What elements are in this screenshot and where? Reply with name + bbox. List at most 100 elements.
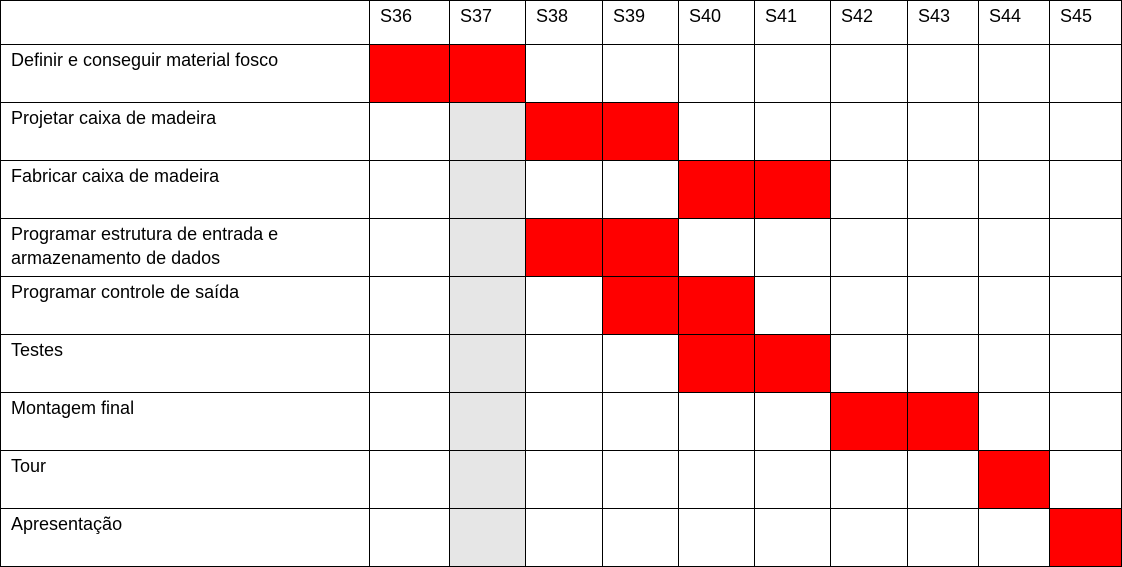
schedule-cell [602, 160, 679, 219]
schedule-cell [978, 44, 1050, 103]
schedule-cell-active [754, 160, 831, 219]
schedule-cell [754, 44, 831, 103]
schedule-cell [907, 276, 979, 335]
schedule-cell [369, 160, 450, 219]
schedule-cell [525, 44, 603, 103]
schedule-cell-active [369, 44, 450, 103]
schedule-cell [907, 160, 979, 219]
schedule-cell [830, 334, 908, 393]
week-header-s44: S44 [978, 0, 1050, 45]
schedule-cell-active [754, 334, 831, 393]
schedule-cell [1049, 392, 1122, 451]
task-label: Projetar caixa de madeira [0, 102, 370, 161]
schedule-cell [602, 392, 679, 451]
schedule-cell-holiday [449, 276, 526, 335]
schedule-cell [602, 334, 679, 393]
task-row: Programar estrutura de entrada e armazen… [0, 218, 1122, 277]
schedule-cell [525, 160, 603, 219]
schedule-cell [830, 508, 908, 567]
schedule-cell [369, 276, 450, 335]
schedule-cell [1049, 218, 1122, 277]
task-row: Programar controle de saída [0, 276, 1122, 335]
schedule-cell [678, 44, 755, 103]
corner-cell [0, 0, 370, 45]
schedule-cell [1049, 450, 1122, 509]
schedule-cell-holiday [449, 102, 526, 161]
task-label: Apresentação [0, 508, 370, 567]
schedule-cell [602, 450, 679, 509]
schedule-cell-active [449, 44, 526, 103]
task-label: Testes [0, 334, 370, 393]
task-row: Apresentação [0, 508, 1122, 567]
schedule-cell [978, 160, 1050, 219]
task-label: Montagem final [0, 392, 370, 451]
schedule-cell-active [602, 102, 679, 161]
schedule-cell-active [907, 392, 979, 451]
schedule-cell [602, 44, 679, 103]
schedule-cell [525, 276, 603, 335]
task-label: Tour [0, 450, 370, 509]
schedule-cell [1049, 102, 1122, 161]
schedule-cell [978, 392, 1050, 451]
task-label: Definir e conseguir material fosco [0, 44, 370, 103]
schedule-cell-holiday [449, 392, 526, 451]
week-header-s37: S37 [449, 0, 526, 45]
schedule-cell-active [678, 276, 755, 335]
schedule-cell-active [830, 392, 908, 451]
schedule-cell [369, 392, 450, 451]
schedule-cell [978, 102, 1050, 161]
task-row: Testes [0, 334, 1122, 393]
schedule-cell [830, 102, 908, 161]
schedule-cell [978, 334, 1050, 393]
schedule-cell [525, 392, 603, 451]
schedule-cell [907, 102, 979, 161]
schedule-cell [978, 508, 1050, 567]
week-header-s43: S43 [907, 0, 979, 45]
schedule-cell [978, 218, 1050, 277]
schedule-cell [525, 508, 603, 567]
schedule-cell [678, 102, 755, 161]
schedule-cell [602, 508, 679, 567]
task-row: Montagem final [0, 392, 1122, 451]
task-label: Programar controle de saída [0, 276, 370, 335]
week-header-s42: S42 [830, 0, 908, 45]
schedule-cell [978, 276, 1050, 335]
schedule-cell [754, 102, 831, 161]
schedule-cell [907, 44, 979, 103]
week-header-s41: S41 [754, 0, 831, 45]
schedule-cell-holiday [449, 334, 526, 393]
week-header-s38: S38 [525, 0, 603, 45]
schedule-cell [1049, 44, 1122, 103]
week-header-s45: S45 [1049, 0, 1122, 45]
week-header-s39: S39 [602, 0, 679, 45]
task-row: Tour [0, 450, 1122, 509]
schedule-cell [754, 218, 831, 277]
schedule-cell [1049, 160, 1122, 219]
schedule-cell-active [525, 102, 603, 161]
schedule-cell [369, 102, 450, 161]
schedule-cell [830, 160, 908, 219]
schedule-cell [830, 450, 908, 509]
schedule-cell [678, 392, 755, 451]
schedule-cell-holiday [449, 508, 526, 567]
schedule-cell [525, 334, 603, 393]
schedule-cell [830, 218, 908, 277]
header-row: S36 S37 S38 S39 S40 S41 S42 S43 S44 S45 [0, 0, 1122, 45]
schedule-cell [754, 508, 831, 567]
schedule-cell [830, 44, 908, 103]
schedule-cell-holiday [449, 218, 526, 277]
task-row: Definir e conseguir material fosco [0, 44, 1122, 103]
schedule-cell [754, 450, 831, 509]
schedule-cell [754, 392, 831, 451]
schedule-cell-active [525, 218, 603, 277]
schedule-cell [678, 218, 755, 277]
schedule-cell [907, 508, 979, 567]
schedule-cell [369, 218, 450, 277]
schedule-cell-holiday [449, 160, 526, 219]
schedule-cell [369, 508, 450, 567]
schedule-cell [754, 276, 831, 335]
task-row: Fabricar caixa de madeira [0, 160, 1122, 219]
task-label: Fabricar caixa de madeira [0, 160, 370, 219]
week-header-s36: S36 [369, 0, 450, 45]
